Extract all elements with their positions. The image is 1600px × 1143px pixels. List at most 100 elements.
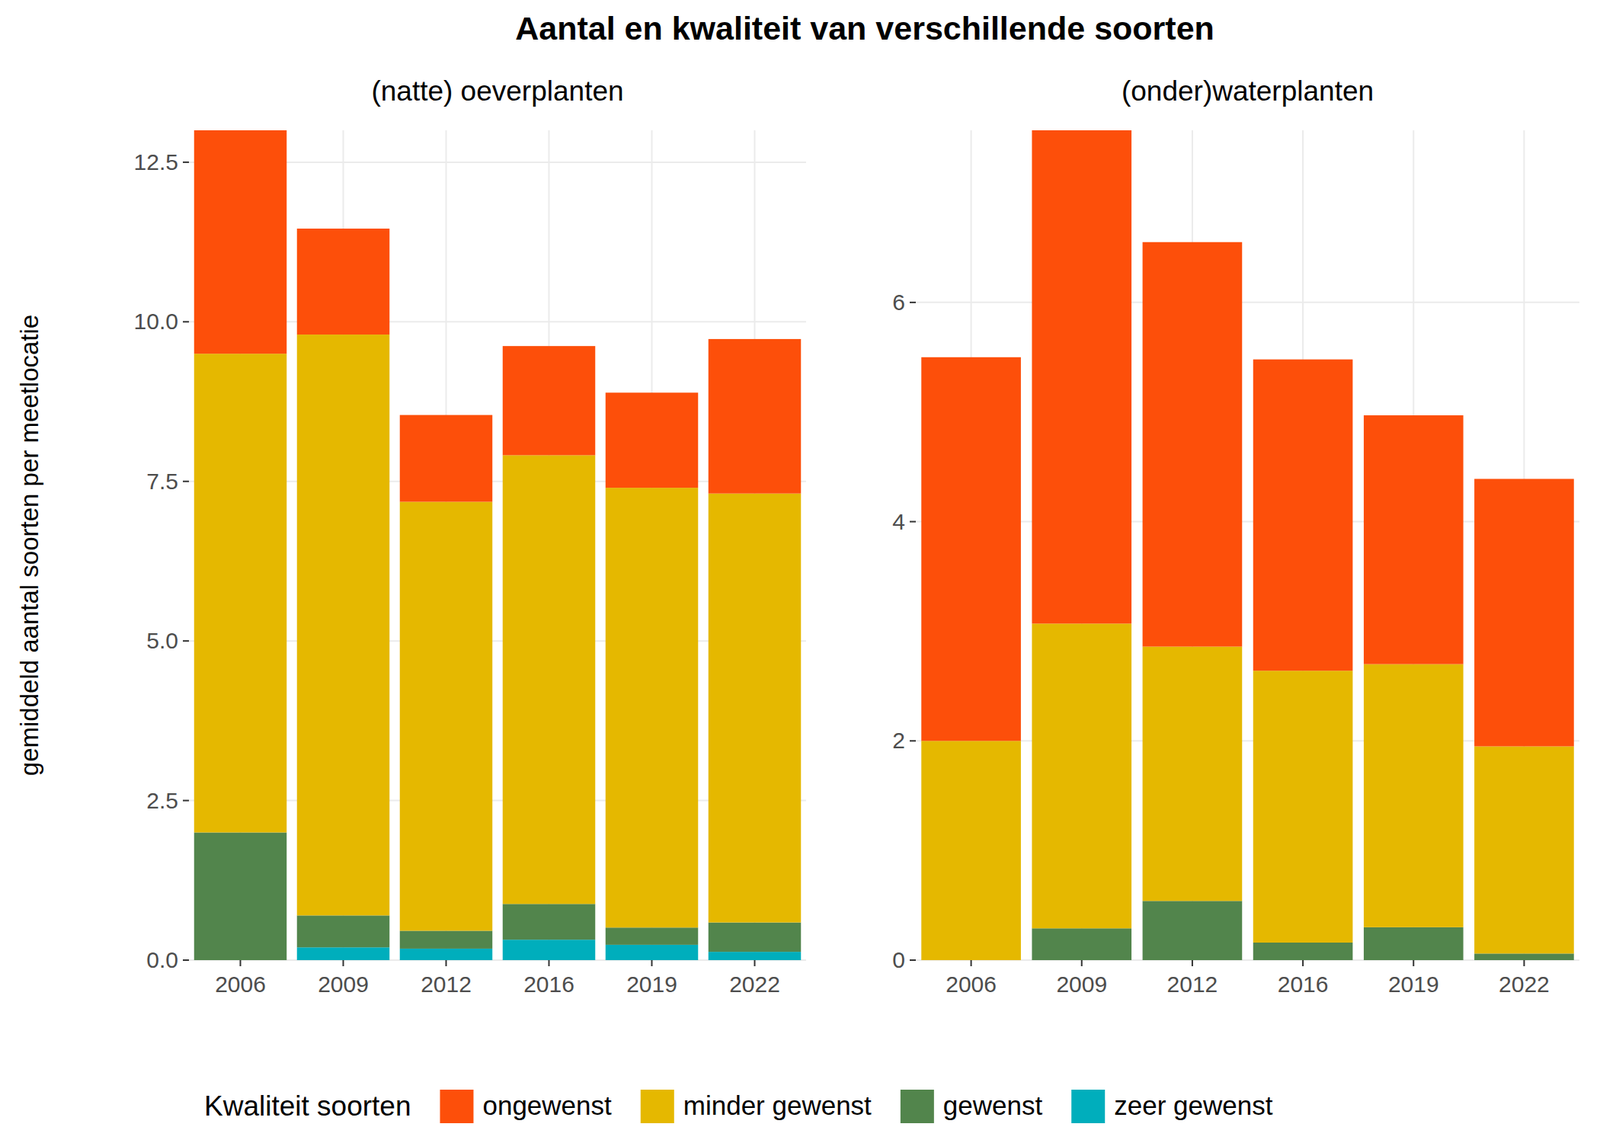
x-tick xyxy=(1523,960,1525,967)
y-tick xyxy=(182,480,189,483)
bars xyxy=(921,130,1574,960)
bar-segment xyxy=(400,415,493,503)
chart-title: Aantal en kwaliteit van verschillende so… xyxy=(515,9,1215,47)
bar-segment xyxy=(708,339,802,494)
bar-segment xyxy=(1142,646,1243,902)
bar-segment xyxy=(921,357,1021,742)
legend-label: minder gewenst xyxy=(683,1090,872,1120)
y-tick xyxy=(909,301,916,304)
x-tick xyxy=(548,960,551,967)
y-tick-label: 2.5 xyxy=(146,787,179,813)
chart-root: Aantal en kwaliteit van verschillende so… xyxy=(0,0,1600,1143)
legend-label: zeer gewenst xyxy=(1113,1090,1273,1120)
x-tick-label: 2019 xyxy=(1388,971,1440,997)
y-tick-label: 0 xyxy=(892,947,906,973)
x-tick-label: 2009 xyxy=(1056,971,1108,997)
grid-line xyxy=(915,301,1580,304)
x-tick xyxy=(651,960,653,967)
panel: (onder)waterplanten024620062009201220162… xyxy=(892,75,1580,997)
bar-segment xyxy=(1031,928,1132,960)
x-tick-label: 2016 xyxy=(1277,971,1329,997)
bar-segment xyxy=(605,944,699,960)
x-tick-label: 2012 xyxy=(420,971,472,997)
bar-segment xyxy=(1253,670,1354,943)
bar-segment xyxy=(1142,900,1243,960)
y-tick-label: 12.5 xyxy=(134,149,179,175)
x-tick-label: 2022 xyxy=(1498,971,1550,997)
y-tick xyxy=(909,739,916,742)
bar-segment xyxy=(297,947,391,960)
bar-segment xyxy=(297,334,391,916)
y-tick xyxy=(182,800,189,802)
panel: (natte) oeverplanten 0.0 2.5 5.0 7.5 10.0 12.5… xyxy=(134,75,807,997)
y-tick-label: 5.0 xyxy=(146,627,179,653)
y-axis-label: gemiddeld aantal soorten per meetlocatie xyxy=(15,314,44,776)
y-tick xyxy=(182,640,189,642)
legend-swatch xyxy=(1071,1089,1105,1124)
bar-segment xyxy=(1474,478,1575,746)
bar-segment xyxy=(194,130,288,354)
legend-label: ongewenst xyxy=(482,1090,612,1120)
bars xyxy=(194,130,802,960)
y-tick xyxy=(182,161,189,164)
legend-swatch xyxy=(439,1089,474,1124)
panel-subtitle: (natte) oeverplanten xyxy=(371,75,624,107)
y-tick xyxy=(182,959,189,961)
legend-swatch xyxy=(640,1089,675,1124)
legend-label: gewenst xyxy=(943,1090,1044,1120)
bar-segment xyxy=(605,487,699,928)
bar-segment xyxy=(297,915,391,948)
bar-segment xyxy=(708,493,802,923)
bar-segment xyxy=(1474,953,1575,960)
x-tick xyxy=(240,960,242,967)
x-tick xyxy=(342,960,345,967)
bar-segment xyxy=(194,353,288,832)
x-tick-label: 2006 xyxy=(214,971,266,997)
bar-segment xyxy=(502,939,596,960)
x-tick xyxy=(1302,960,1304,967)
x-tick xyxy=(1081,960,1083,967)
bar-segment xyxy=(1363,927,1464,960)
bar-segment xyxy=(921,740,1021,960)
x-tick-label: 2022 xyxy=(729,971,781,997)
bar-segment xyxy=(1363,415,1464,665)
y-tick xyxy=(909,959,916,961)
x-tick xyxy=(970,960,973,967)
bar-segment xyxy=(297,228,391,335)
x-tick-label: 2016 xyxy=(523,971,575,997)
legend: Kwaliteit soorten ongewenst minder gewenst… xyxy=(204,1089,1274,1124)
y-tick-label: 7.5 xyxy=(146,468,179,494)
bar-segment xyxy=(605,927,699,945)
bar-segment xyxy=(708,922,802,953)
x-tick-label: 2006 xyxy=(945,971,997,997)
legend-title: Kwaliteit soorten xyxy=(204,1090,411,1122)
y-tick xyxy=(909,521,916,523)
x-tick xyxy=(754,960,756,967)
x-tick-label: 2009 xyxy=(317,971,369,997)
x-tick xyxy=(1191,960,1194,967)
bar-segment xyxy=(1031,623,1132,928)
bar-segment xyxy=(400,930,493,948)
bar-segment xyxy=(400,502,493,932)
y-tick-label: 6 xyxy=(892,289,906,315)
legend-swatch xyxy=(900,1089,935,1124)
bar-segment xyxy=(708,951,802,960)
panel-subtitle: (onder)waterplanten xyxy=(1121,75,1374,107)
bar-segment xyxy=(194,832,288,960)
bar-segment xyxy=(1142,242,1243,647)
x-tick-label: 2012 xyxy=(1167,971,1219,997)
bar-segment xyxy=(502,903,596,940)
bar-segment xyxy=(1363,664,1464,928)
x-tick xyxy=(1412,960,1415,967)
bar-segment xyxy=(502,454,596,904)
bar-segment xyxy=(1031,130,1132,624)
bar-segment xyxy=(1253,359,1354,672)
y-tick-label: 2 xyxy=(892,727,906,753)
bar-segment xyxy=(605,392,699,488)
y-tick xyxy=(182,320,189,323)
y-tick-label: 10.0 xyxy=(134,308,179,334)
bar-segment xyxy=(400,948,493,960)
y-tick-label: 0.0 xyxy=(146,947,179,973)
x-tick xyxy=(445,960,448,967)
x-tick-label: 2019 xyxy=(626,971,678,997)
